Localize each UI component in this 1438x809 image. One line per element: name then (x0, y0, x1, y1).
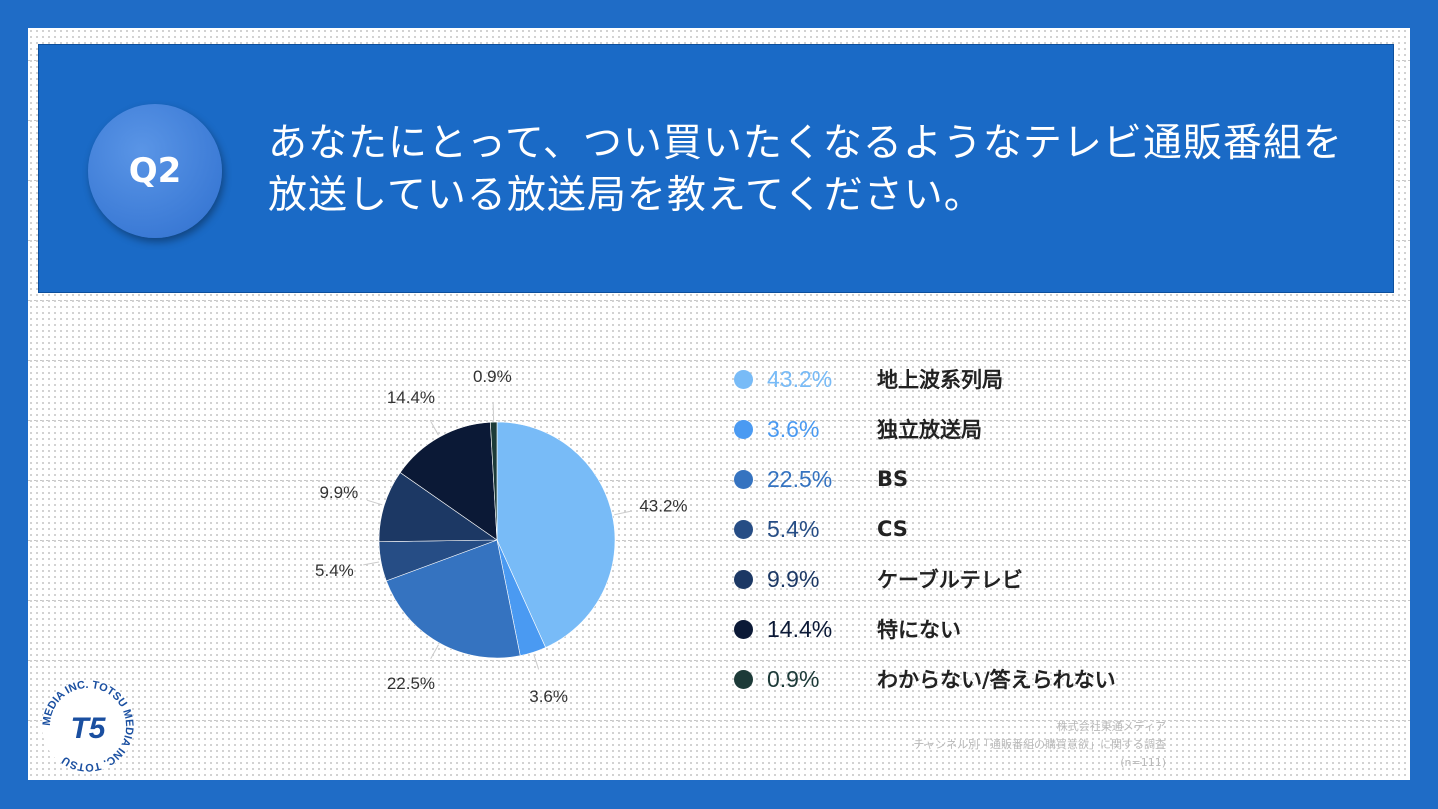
data-label-2: 3.6% (529, 687, 568, 706)
data-label-3: 22.5% (387, 674, 435, 693)
legend-label: 独立放送局 (877, 414, 982, 444)
data-label-5: 9.9% (319, 483, 358, 502)
legend-percent: 43.2% (767, 366, 877, 393)
legend-dot (734, 370, 753, 389)
leader-line-6 (431, 421, 439, 435)
source-survey: チャンネル別「通販番組の購買意欲」に関する調査 (746, 736, 1166, 754)
data-label-4: 5.4% (315, 561, 354, 580)
data-label-7: 0.9% (473, 367, 512, 386)
data-label-6: 14.4% (387, 388, 435, 407)
legend-label: CS (877, 517, 908, 541)
legend-percent: 5.4% (767, 516, 877, 543)
chart-legend: 43.2% 地上波系列局 3.6% 独立放送局 22.5% BS 5.4% CS… (734, 354, 1254, 704)
legend-label: 特にない (877, 614, 961, 644)
legend-label: ケーブルテレビ (877, 564, 1023, 594)
legend-label: BS (877, 467, 908, 491)
question-line-1: あなたにとって、つい買いたくなるようなテレビ通販番組を (268, 118, 1368, 170)
legend-percent: 22.5% (767, 466, 877, 493)
legend-item: 14.4% 特にない (734, 604, 1254, 654)
legend-dot (734, 520, 753, 539)
leader-line-4 (363, 562, 379, 565)
leader-line-5 (367, 500, 382, 505)
legend-label: 地上波系列局 (877, 364, 1003, 394)
legend-label: わからない/答えられない (877, 664, 1116, 694)
data-label-1: 43.2% (639, 496, 687, 515)
pie-chart-svg: 43.2% 3.6% 22.5% 5.4% 9.9% 14.4% 0.9% (250, 300, 710, 740)
legend-dot (734, 670, 753, 689)
logo-mark: T5 (70, 712, 106, 745)
legend-item: 0.9% わからない/答えられない (734, 654, 1254, 704)
legend-percent: 0.9% (767, 666, 877, 693)
source-note: 株式会社東通メディア チャンネル別「通販番組の購買意欲」に関する調査 (n=11… (746, 718, 1166, 772)
question-badge: Q2 (88, 104, 222, 238)
leader-line-2 (534, 654, 539, 669)
leader-line-1 (614, 511, 630, 514)
question-line-2: 放送している放送局を教えてください。 (268, 170, 1368, 222)
legend-item: 3.6% 独立放送局 (734, 404, 1254, 454)
logo-icon: MEDIA INC. TOTSU MEDIA INC. TOTSU T5 (38, 676, 138, 776)
legend-dot (734, 420, 753, 439)
legend-percent: 14.4% (767, 616, 877, 643)
legend-dot (734, 570, 753, 589)
leader-line-3 (431, 645, 439, 659)
legend-dot (734, 470, 753, 489)
legend-percent: 9.9% (767, 566, 877, 593)
pie-chart: 43.2% 3.6% 22.5% 5.4% 9.9% 14.4% 0.9% (250, 300, 710, 740)
source-sample-size: (n=111) (746, 754, 1166, 772)
legend-percent: 3.6% (767, 416, 877, 443)
totsu-media-logo: MEDIA INC. TOTSU MEDIA INC. TOTSU T5 (38, 676, 138, 776)
legend-item: 22.5% BS (734, 454, 1254, 504)
source-company: 株式会社東通メディア (746, 718, 1166, 736)
legend-item: 5.4% CS (734, 504, 1254, 554)
legend-dot (734, 620, 753, 639)
legend-item: 9.9% ケーブルテレビ (734, 554, 1254, 604)
question-text: あなたにとって、つい買いたくなるようなテレビ通販番組を 放送している放送局を教え… (268, 118, 1368, 222)
legend-item: 43.2% 地上波系列局 (734, 354, 1254, 404)
